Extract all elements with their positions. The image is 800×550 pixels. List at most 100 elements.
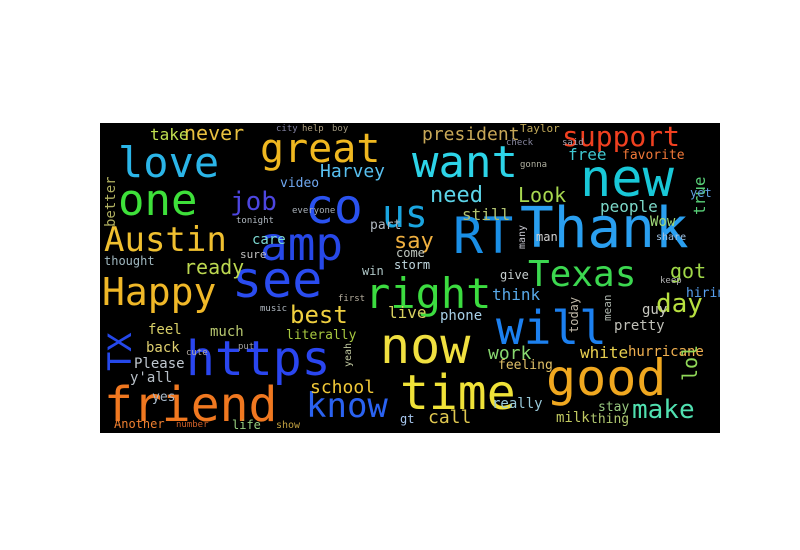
word: sure [240, 248, 267, 261]
word: Another [114, 417, 165, 431]
word: love [118, 138, 220, 187]
word: good [546, 349, 667, 407]
word: Look [518, 183, 567, 207]
word: https [186, 331, 331, 387]
word: tonight [236, 216, 274, 226]
word: yeah [343, 342, 354, 367]
word: part [370, 218, 402, 233]
word: thing [590, 412, 630, 427]
word: people [600, 197, 658, 216]
word: make [632, 395, 695, 425]
word: work [488, 343, 532, 364]
word: cute [186, 348, 208, 358]
word: see [232, 251, 323, 309]
word: take [150, 125, 189, 144]
word: better [103, 176, 119, 227]
word: want [412, 137, 518, 188]
word: life [232, 418, 261, 432]
word: need [430, 183, 483, 208]
word: hiring [686, 286, 720, 301]
word: Harvey [320, 161, 386, 182]
word: lol [678, 344, 702, 381]
word: ready [184, 255, 245, 279]
word: co [305, 179, 363, 235]
word: Taylor [520, 123, 560, 135]
word: today [567, 296, 581, 333]
word: think [492, 285, 541, 304]
word: new [580, 149, 674, 209]
word: feeling [498, 358, 553, 373]
word: still [462, 205, 511, 224]
word: guy [642, 302, 668, 318]
word: y'all [130, 370, 173, 386]
word: time [400, 365, 516, 421]
word: first [338, 294, 366, 304]
word: Wow [650, 214, 676, 230]
word: music [260, 304, 288, 314]
word: call [428, 407, 472, 428]
word: said [562, 138, 584, 148]
word: pretty [614, 318, 665, 334]
word: will [496, 301, 607, 355]
word: many [517, 224, 528, 249]
word: back [146, 340, 180, 356]
word: job [230, 187, 277, 217]
word: friend [104, 377, 278, 433]
word: Texas [528, 254, 637, 295]
word: care [252, 232, 286, 248]
word: video [280, 176, 320, 191]
word: mean [601, 294, 614, 322]
word: storm [394, 258, 431, 272]
word-cloud: love great want new one co us RT Thank A… [100, 123, 720, 433]
word: Happy [102, 270, 217, 314]
word: put [238, 342, 255, 352]
word: best [290, 301, 348, 329]
word: white [580, 343, 629, 362]
word: give [500, 268, 529, 282]
word: know [306, 386, 388, 426]
word: favorite [622, 148, 685, 163]
word: hurricane [628, 344, 704, 360]
word: much [210, 324, 244, 340]
word: boy [332, 124, 349, 134]
word: number [176, 420, 209, 430]
word: say [394, 229, 434, 254]
word: literally [286, 328, 357, 343]
word: RT [453, 207, 514, 265]
word: Thank [520, 196, 689, 261]
word: phone [440, 308, 483, 324]
word: everyone [292, 206, 336, 216]
word: help [302, 124, 324, 134]
word: Please [134, 356, 185, 372]
word: got [670, 259, 707, 283]
word: Austin [104, 220, 227, 260]
word: keep [660, 276, 682, 286]
word: one [118, 175, 198, 226]
word: day [656, 289, 703, 319]
word: really [492, 396, 543, 412]
word: right [365, 269, 492, 318]
word: gt [400, 412, 415, 426]
word: never [184, 123, 245, 145]
word: live [388, 303, 427, 322]
word: support [562, 123, 681, 153]
word: TX [101, 332, 139, 371]
word: thought [104, 254, 155, 268]
word: school [310, 377, 376, 398]
word: share [656, 232, 687, 243]
word: come [396, 246, 425, 260]
word: win [362, 264, 384, 278]
word: amp [260, 217, 344, 271]
word: feel [148, 322, 182, 338]
word: milk [556, 410, 590, 426]
word: gonna [520, 160, 548, 170]
word: yet [690, 186, 712, 200]
word: great [260, 126, 381, 172]
word: stay [598, 400, 630, 415]
word: man [536, 230, 558, 244]
word: show [276, 420, 301, 431]
word: check [506, 138, 534, 148]
word: free [568, 145, 607, 164]
word: now [380, 317, 471, 375]
word: city [276, 124, 298, 134]
